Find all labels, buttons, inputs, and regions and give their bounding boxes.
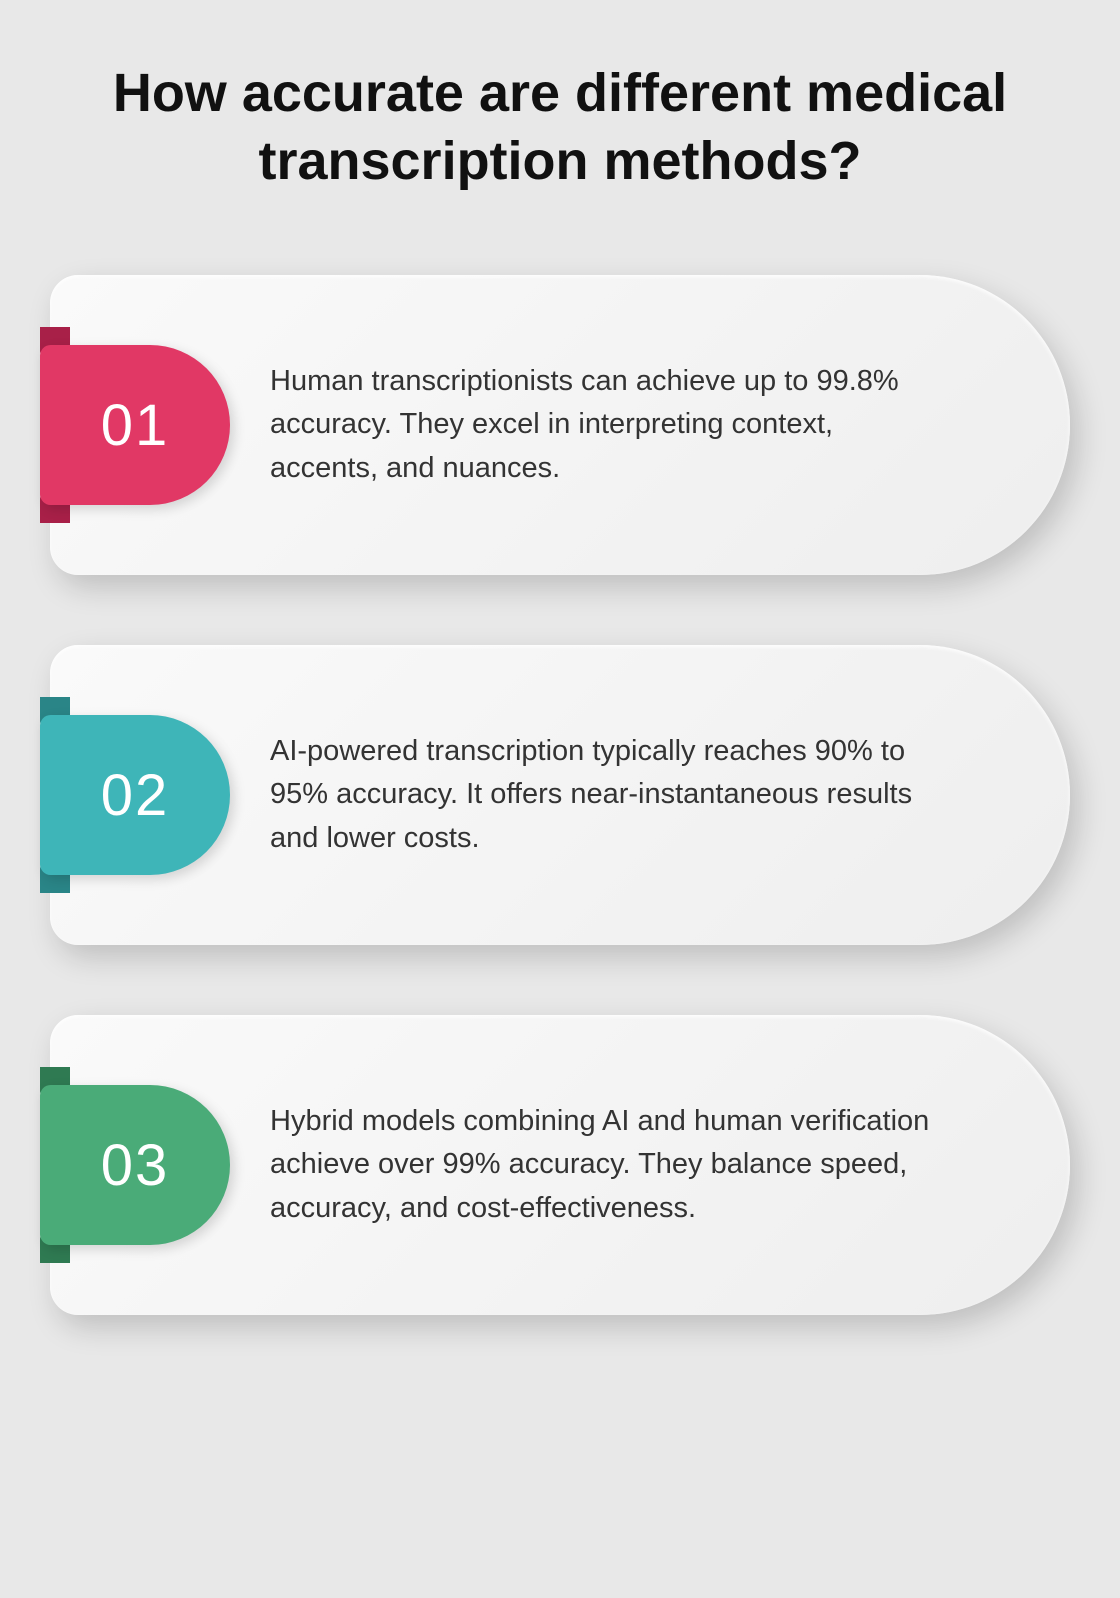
badge-wrapper: 03 — [40, 1085, 230, 1245]
number-badge: 02 — [40, 715, 230, 875]
card-text: AI-powered transcription typically reach… — [270, 730, 930, 861]
page-title: How accurate are different medical trans… — [50, 60, 1070, 195]
badge-wrapper: 02 — [40, 715, 230, 875]
info-card: 03 Hybrid models combining AI and human … — [50, 1015, 1070, 1315]
card-list: 01 Human transcriptionists can achieve u… — [50, 275, 1070, 1315]
badge-number: 02 — [101, 762, 170, 829]
badge-number: 01 — [101, 392, 170, 459]
info-card: 02 AI-powered transcription typically re… — [50, 645, 1070, 945]
card-text: Hybrid models combining AI and human ver… — [270, 1100, 930, 1231]
badge-wrapper: 01 — [40, 345, 230, 505]
badge-number: 03 — [101, 1132, 170, 1199]
card-text: Human transcriptionists can achieve up t… — [270, 360, 930, 491]
number-badge: 03 — [40, 1085, 230, 1245]
info-card: 01 Human transcriptionists can achieve u… — [50, 275, 1070, 575]
number-badge: 01 — [40, 345, 230, 505]
